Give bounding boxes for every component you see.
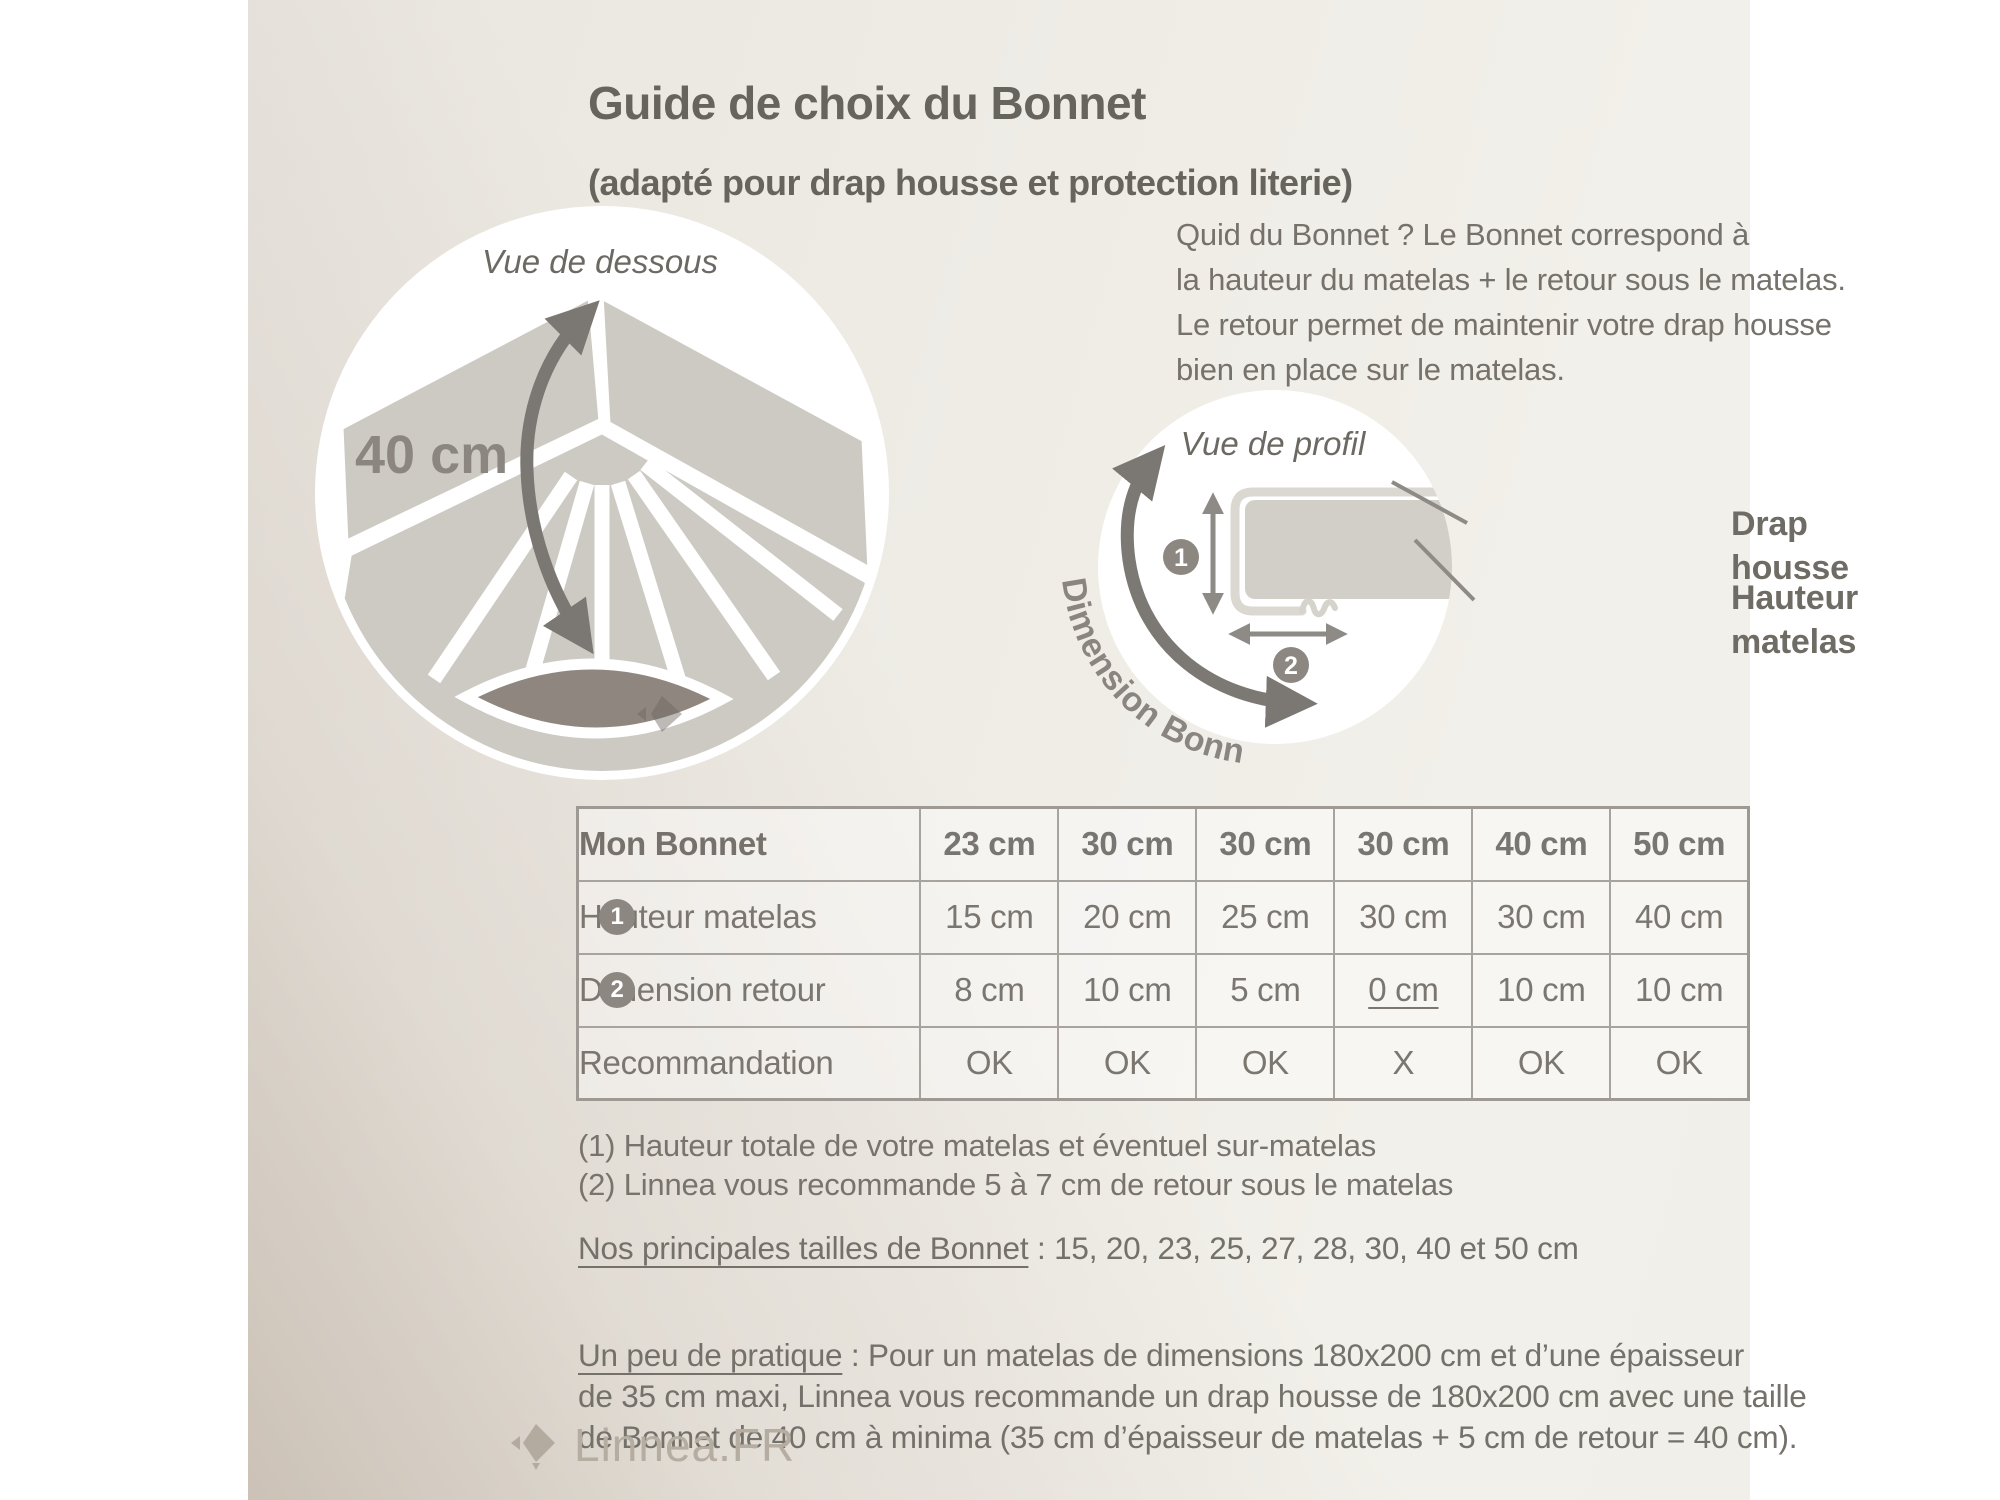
row-label-cell: 2 Dimension retour xyxy=(576,952,922,1028)
badge-2-number: 2 xyxy=(1284,652,1298,680)
row-label-cell: Recommandation xyxy=(576,1025,922,1101)
table-cell: 10 cm xyxy=(1609,952,1750,1028)
table-row: 2 Dimension retour 8 cm 10 cm 5 cm 0 cm … xyxy=(576,952,1750,1028)
table-header-cell: 30 cm xyxy=(1195,806,1336,882)
mattress-profile xyxy=(1245,500,1452,599)
bonnet-size-table: Mon Bonnet 23 cm 30 cm 30 cm 30 cm 40 cm… xyxy=(576,806,1750,1101)
brand-logo: Linnea.FR xyxy=(510,1418,795,1472)
table-header-cell: 40 cm xyxy=(1471,806,1612,882)
table-cell: OK xyxy=(1057,1025,1198,1101)
table-cell: 30 cm xyxy=(1471,879,1612,955)
page-title: Guide de choix du Bonnet xyxy=(588,77,1146,129)
sizes-lead: Nos principales tailles de Bonnet xyxy=(578,1230,1029,1266)
brand-logo-text: Linnea.FR xyxy=(574,1419,796,1471)
table-cell: 10 cm xyxy=(1057,952,1198,1028)
table-cell: OK xyxy=(1471,1025,1612,1101)
profile-view-illustration: 1 2 Dimension Bonnet Vue de profil xyxy=(1040,370,1476,771)
profile-view-caption: Vue de profil xyxy=(1181,425,1367,462)
footnotes: (1) Hauteur totale de votre matelas et é… xyxy=(578,1126,1453,1204)
table-cell: 5 cm xyxy=(1195,952,1336,1028)
linnea-logo-icon xyxy=(511,1424,555,1470)
table-row: Recommandation OK OK OK X OK OK xyxy=(576,1025,1750,1101)
connector-line-sheet xyxy=(1391,480,1468,525)
table-header-cell: 50 cm xyxy=(1609,806,1750,882)
footnote-1: (1) Hauteur totale de votre matelas et é… xyxy=(578,1128,1377,1163)
connector-line-mattress xyxy=(1413,538,1476,602)
bottom-view-illustration: 40 cm Vue de dessous xyxy=(315,206,889,780)
table-cell: OK xyxy=(919,1025,1060,1101)
content-background: Guide de choix du Bonnet (adapté pour dr… xyxy=(248,0,1858,1500)
practice-paragraph: Un peu de pratique : Pour un matelas de … xyxy=(578,1294,1898,1458)
practice-lead: Un peu de pratique xyxy=(578,1337,843,1373)
table-header-row: Mon Bonnet 23 cm 30 cm 30 cm 30 cm 40 cm… xyxy=(576,806,1750,882)
table-cell: 25 cm xyxy=(1195,879,1336,955)
label-hauteur-matelas: Hauteur matelas xyxy=(1731,579,1859,661)
table-cell: OK xyxy=(1195,1025,1336,1101)
measure-value-label: 40 cm xyxy=(355,425,508,485)
mattress-underside-lens xyxy=(454,658,734,739)
bonnet-measure-arrow xyxy=(520,300,600,655)
practice-rest: : Pour un matelas de dimensions 180x200 … xyxy=(578,1337,1807,1455)
bottom-view-caption: Vue de dessous xyxy=(482,243,718,280)
table-header-cell: Mon Bonnet xyxy=(576,806,922,882)
table-cell: 20 cm xyxy=(1057,879,1198,955)
table-cell: 40 cm xyxy=(1609,879,1750,955)
table-cell: 8 cm xyxy=(919,952,1060,1028)
intro-paragraph: Quid du Bonnet ? Le Bonnet correspond à … xyxy=(1176,217,1846,387)
table-cell: 15 cm xyxy=(919,879,1060,955)
footnote-2: (2) Linnea vous recommande 5 à 7 cm de r… xyxy=(578,1167,1454,1202)
table-cell: 10 cm xyxy=(1471,952,1612,1028)
table-row: 1 Hauteur matelas 15 cm 20 cm 25 cm 30 c… xyxy=(576,879,1750,955)
row-label-cell: 1 Hauteur matelas xyxy=(576,879,922,955)
table-cell-underlined: 0 cm xyxy=(1333,952,1474,1028)
table-header-cell: 23 cm xyxy=(919,806,1060,882)
table-cell-highlighted: X xyxy=(1333,1025,1474,1101)
sizes-rest: : 15, 20, 23, 25, 27, 28, 30, 40 et 50 c… xyxy=(1028,1230,1579,1266)
table-cell: 30 cm xyxy=(1333,879,1474,955)
watermark-logo-icon xyxy=(637,696,682,732)
page-subtitle: (adapté pour drap housse et protection l… xyxy=(588,162,1353,203)
badge-1-number: 1 xyxy=(1174,544,1188,572)
available-sizes-line: Nos principales tailles de Bonnet : 15, … xyxy=(578,1230,1579,1267)
table-cell: OK xyxy=(1609,1025,1750,1101)
table-header-cell: 30 cm xyxy=(1333,806,1474,882)
label-drap-housse: Drap housse xyxy=(1731,505,1849,587)
badge-2: 2 xyxy=(599,972,635,1008)
badge-1: 1 xyxy=(599,899,635,935)
dimension-bonnet-arrow xyxy=(1112,444,1318,728)
table-header-cell: 30 cm xyxy=(1057,806,1198,882)
